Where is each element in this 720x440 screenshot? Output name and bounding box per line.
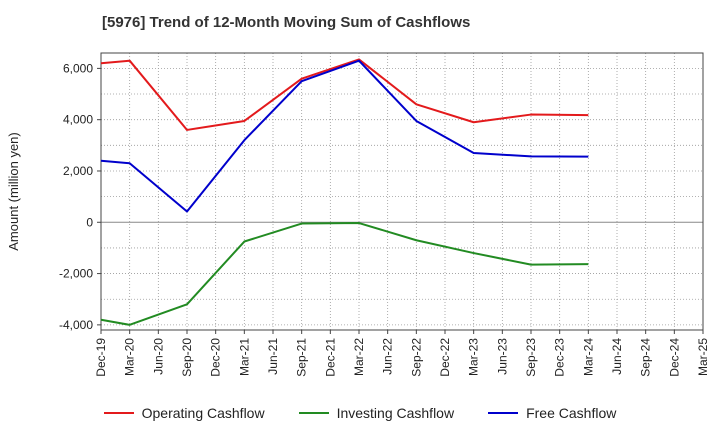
x-tick-label: Sep-23	[524, 338, 538, 377]
series-line-2	[100, 59, 589, 213]
y-tick-label: 0	[86, 215, 93, 229]
legend-label-operating: Operating Cashflow	[141, 405, 265, 421]
legend-label-investing: Investing Cashflow	[336, 405, 455, 421]
x-tick-label: Sep-22	[409, 338, 423, 377]
x-tick-label: Dec-21	[323, 338, 337, 377]
legend-swatch-investing	[298, 412, 329, 414]
legend-swatch-operating	[103, 412, 134, 414]
legend-label-free: Free Cashflow	[526, 405, 617, 421]
legend-item-investing: Investing Cashflow	[298, 405, 455, 421]
x-tick-label: Mar-20	[123, 338, 137, 376]
x-tick-label: Mar-22	[352, 338, 366, 376]
x-tick-label: Sep-20	[180, 338, 194, 377]
x-tick-label: Sep-21	[295, 338, 309, 377]
x-tick-label: Dec-23	[553, 338, 567, 377]
x-tick-label: Mar-21	[237, 338, 251, 376]
x-tick-label: Jun-21	[266, 338, 280, 375]
y-tick-label: -2,000	[59, 267, 93, 281]
legend-item-free: Free Cashflow	[488, 405, 616, 421]
plot-area	[101, 53, 703, 330]
legend-swatch-free	[488, 412, 519, 414]
x-tick-label: Dec-22	[438, 338, 452, 377]
y-tick-label: 6,000	[63, 61, 93, 75]
legend-item-operating: Operating Cashflow	[103, 405, 265, 421]
x-tick-label: Dec-19	[94, 338, 108, 377]
x-tick-label: Mar-24	[581, 338, 595, 376]
x-tick-label: Jun-20	[151, 338, 165, 375]
x-tick-label: Dec-20	[209, 338, 223, 377]
x-tick-label: Mar-23	[467, 338, 481, 376]
series-line-1	[100, 222, 589, 326]
chart-title: [5976] Trend of 12-Month Moving Sum of C…	[102, 14, 471, 31]
x-tick-label: Mar-25	[696, 338, 710, 376]
y-tick-label: 2,000	[63, 164, 93, 178]
x-tick-label: Jun-24	[610, 338, 624, 375]
x-tick-label: Dec-24	[667, 338, 681, 377]
plot-frame	[100, 52, 704, 331]
x-tick-label: Jun-22	[381, 338, 395, 375]
series-line-0	[100, 58, 589, 131]
y-tick-label: -4,000	[59, 318, 93, 332]
x-tick-label: Jun-23	[495, 338, 509, 375]
y-axis-label: Amount (million yen)	[6, 132, 21, 251]
y-tick-label: 4,000	[63, 113, 93, 127]
x-tick-label: Sep-24	[639, 338, 653, 377]
legend: Operating Cashflow Investing Cashflow Fr…	[0, 405, 720, 421]
